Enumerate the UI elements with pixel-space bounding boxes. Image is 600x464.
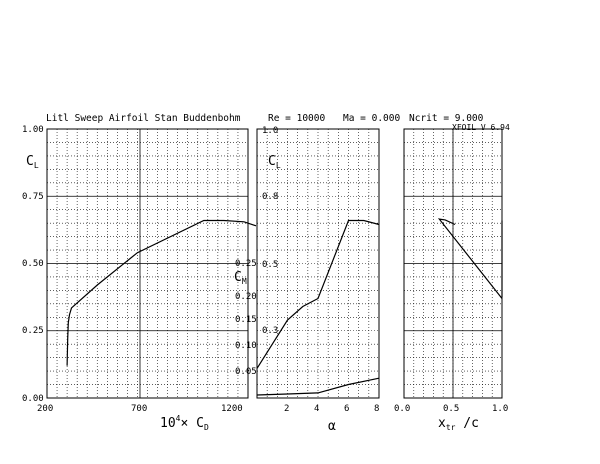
cd-axis-label: 104× CD [160,414,209,432]
cm-axis-label: CM [234,270,247,286]
xtr-x-tick: 0.0 [394,404,410,414]
cl-axis-label-alpha: CL [268,154,281,170]
ncrit-value: Ncrit = 9.000 [409,113,484,124]
cd-panel-x-tick: 1200 [221,404,243,414]
alpha-axis-label: α [328,419,336,434]
alpha-x-tick: 8 [374,404,379,414]
cm-tick: 0.25 [235,259,257,269]
alpha-x-ticks: 2 4 6 8 [284,404,379,414]
cm-tick: 0.20 [235,292,257,302]
cd-panel-y-tick: 0.50 [22,259,44,269]
alpha-panel-cl-ticks: 1.0 0.8 0.5 0.3 [262,126,278,336]
cm-tick: 0.05 [235,367,257,377]
cm-tick: 0.10 [235,341,257,351]
alpha-panel-cl-tick: 1.0 [262,126,278,136]
xtr-axis-label: xtr /c [438,416,479,432]
grid-lines [47,129,502,398]
cl-axis-label: CL [26,154,39,170]
panel-frames [46,128,503,399]
xfoil-version: XFOIL V 6.94 [452,123,510,132]
mach-number: Ma = 0.000 [343,113,400,124]
alpha-x-tick: 4 [314,404,319,414]
cm-vs-alpha-curve [256,377,380,396]
reynolds-number: Re = 10000 [268,113,325,124]
cl-vs-alpha-curve [256,219,380,369]
xtr-x-tick: 0.5 [443,404,459,414]
plot-title: Litl Sweep Airfoil Stan Buddenbohm [46,113,241,124]
cd-panel-x-tick: 700 [131,404,147,414]
alpha-panel-cl-tick: 0.8 [262,192,278,202]
cd-panel-y-tick: 0.25 [22,326,44,336]
alpha-x-tick: 2 [284,404,289,414]
alpha-panel-frame [256,128,380,399]
alpha-panel-cl-tick: 0.5 [262,260,278,270]
cl-vs-cd-curve [66,219,257,366]
cm-tick: 0.15 [235,315,257,325]
xtr-x-ticks: 0.0 0.5 1.0 [394,404,508,414]
cd-panel-y-tick: 1.00 [22,125,44,135]
cm-ticks: 0.25 0.20 0.15 0.10 0.05 [235,259,257,377]
cd-panel-x-ticks: 200 700 1200 [37,404,243,414]
cd-panel-y-tick: 0.75 [22,192,44,202]
cd-panel-x-tick: 200 [37,404,53,414]
alpha-panel-cl-tick: 0.3 [262,326,278,336]
cd-panel-frame [46,128,249,399]
cd-panel-y-ticks: 1.00 0.75 0.50 0.25 0.00 [22,125,44,404]
alpha-x-tick: 6 [344,404,349,414]
cd-panel-y-tick: 0.00 [22,394,44,404]
data-curves [66,218,503,396]
xtr-x-tick: 1.0 [492,404,508,414]
cl-vs-xtr-curve [437,218,503,299]
